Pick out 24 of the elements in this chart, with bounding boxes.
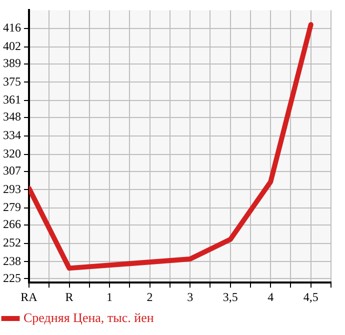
y-tick-label: 307 (3, 163, 21, 178)
y-tick-label: 416 (3, 20, 21, 35)
x-tick-label: 4 (268, 290, 274, 304)
x-tick-label: 4,5 (303, 290, 318, 304)
x-tick-label: 3,5 (222, 290, 238, 304)
x-tick-label: 1 (106, 290, 113, 304)
y-tick-label: 402 (3, 39, 21, 54)
y-tick-label: 293 (3, 182, 21, 196)
y-tick-label: 375 (3, 74, 21, 88)
x-tick-label: 2 (146, 290, 153, 304)
y-tick-label: 225 (3, 270, 21, 285)
x-tick-label: R (65, 290, 74, 304)
y-tick-label: 279 (3, 200, 21, 214)
y-tick-label: 238 (3, 254, 21, 268)
y-tick-label: 334 (3, 128, 21, 142)
y-tick-label: 252 (3, 235, 21, 250)
y-tick-label: 266 (3, 217, 21, 232)
y-tick-label: 389 (3, 56, 21, 70)
y-tick-label: 320 (3, 146, 21, 160)
y-tick-label: 361 (3, 92, 21, 107)
x-tick-label: 3 (187, 290, 194, 304)
legend-label: Средняя Цена, тыс. йен (24, 310, 154, 325)
y-tick-label: 348 (3, 110, 21, 124)
x-tick-label: RA (20, 290, 38, 304)
